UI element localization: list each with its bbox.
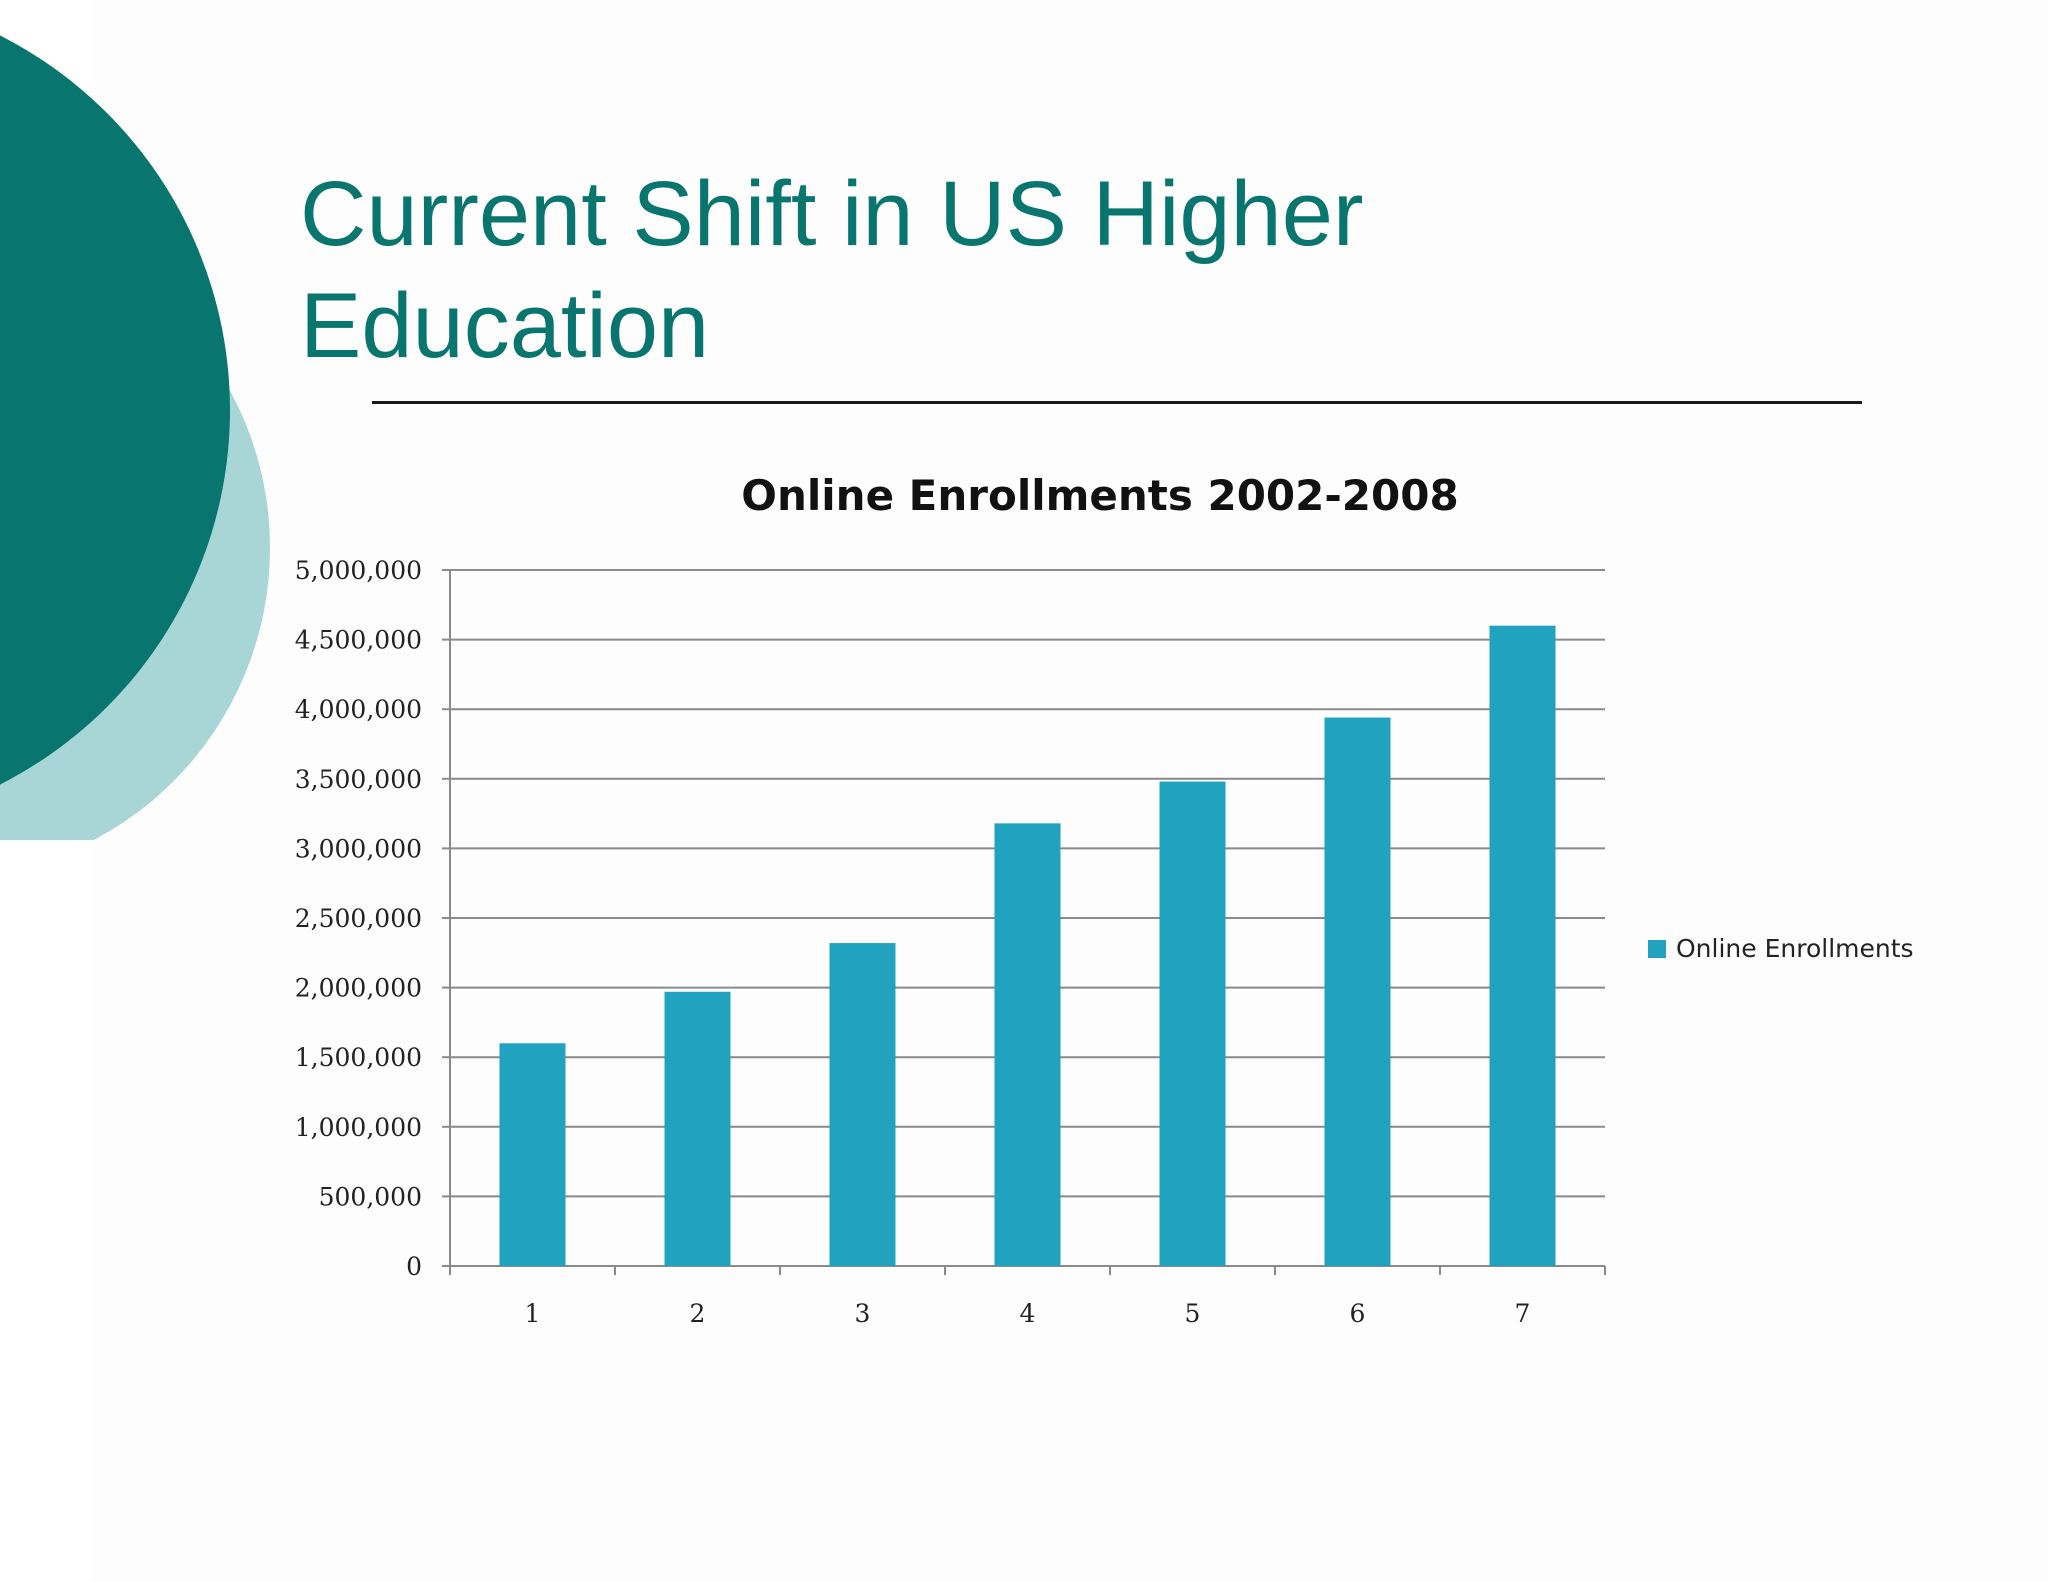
x-tick-label: 2 [690,1299,706,1328]
bar [664,991,731,1266]
chart-title: Online Enrollments 2002-2008 [741,471,1458,520]
y-tick-label: 1,500,000 [295,1043,422,1072]
y-tick-label: 1,000,000 [295,1113,422,1142]
x-tick-label: 3 [855,1299,871,1328]
y-tick-label: 2,500,000 [295,904,422,933]
legend-swatch [1648,940,1666,958]
x-tick-label: 5 [1185,1299,1201,1328]
x-tick-label: 6 [1350,1299,1366,1328]
bar [1489,625,1556,1266]
x-tick-label: 7 [1515,1299,1531,1328]
title-divider [372,401,1862,404]
legend-label: Online Enrollments [1676,934,1914,963]
y-tick-label: 4,500,000 [295,626,422,655]
y-tick-label: 2,000,000 [295,974,422,1003]
y-tick-label: 3,500,000 [295,765,422,794]
bar [829,943,896,1266]
bar [1324,717,1391,1266]
bar [994,823,1061,1266]
chart-legend: Online Enrollments [1648,934,1914,963]
bar [1159,781,1226,1266]
slide-title: Current Shift in US Higher Education [300,163,1364,377]
y-tick-label: 3,000,000 [295,834,422,863]
dark-teal-circle [0,35,230,785]
y-tick-label: 0 [406,1252,422,1281]
slide-background [92,0,2048,1582]
x-tick-label: 4 [1020,1299,1036,1328]
y-tick-label: 4,000,000 [295,695,422,724]
bar [499,1043,566,1266]
y-tick-label: 5,000,000 [295,556,422,585]
decorative-circles [0,35,270,840]
y-tick-label: 500,000 [319,1182,422,1211]
x-tick-label: 1 [525,1299,541,1328]
